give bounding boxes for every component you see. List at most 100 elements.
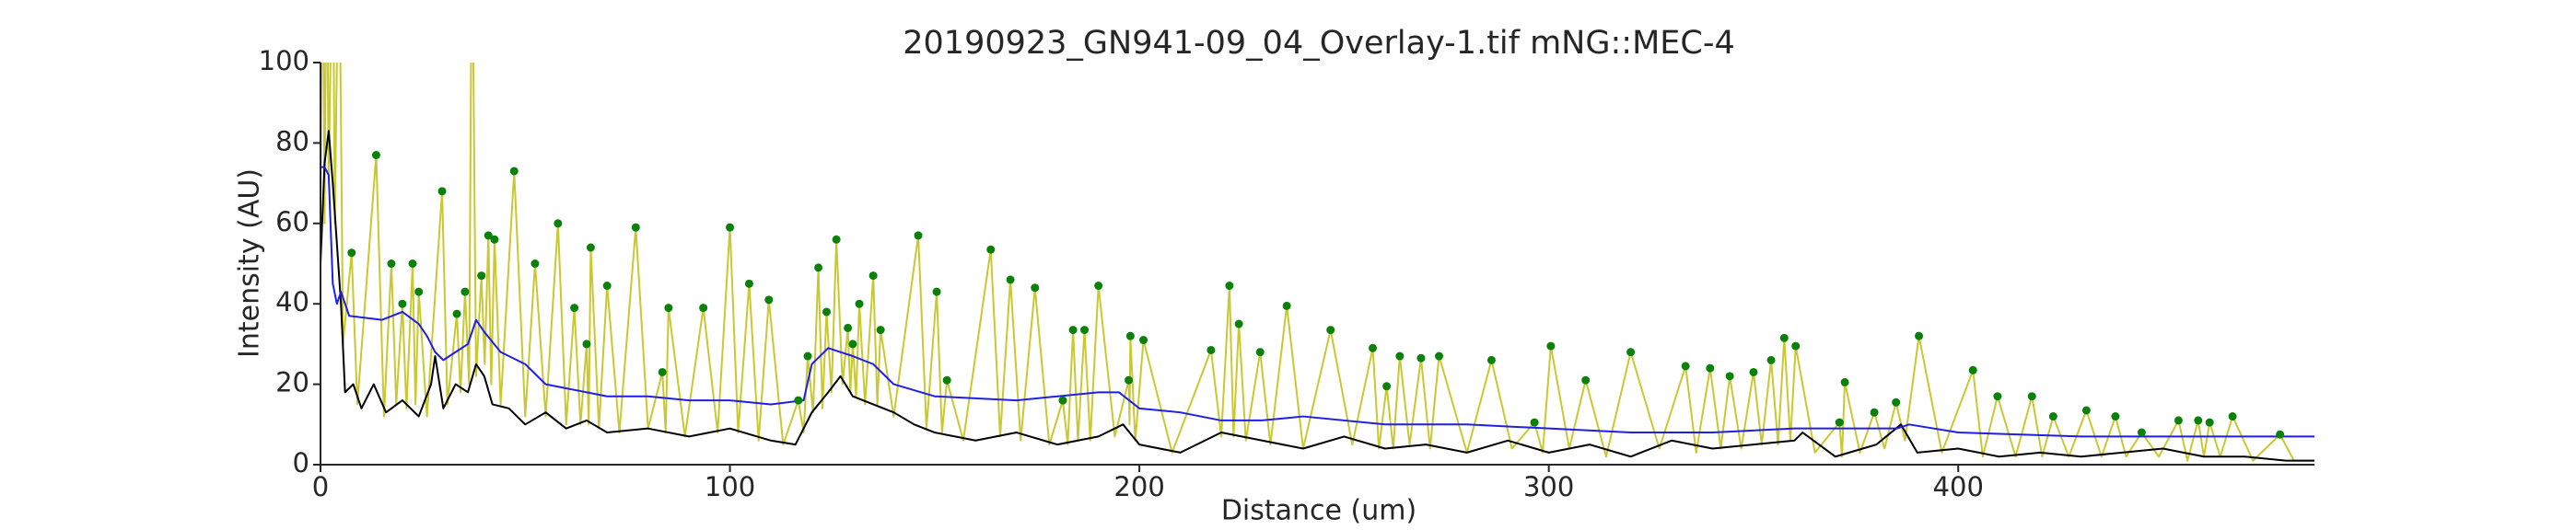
peak-marker — [1546, 341, 1556, 351]
peak-marker — [914, 231, 923, 240]
intensity-line — [321, 130, 2314, 462]
peak-marker — [1725, 372, 1734, 381]
peak-marker — [2194, 416, 2203, 425]
peak-marker — [1835, 418, 1844, 427]
peak-marker — [1094, 282, 1103, 291]
peak-marker — [1435, 351, 1444, 361]
peak-marker — [1791, 341, 1801, 351]
peak-marker — [1206, 345, 1216, 354]
peak-marker — [1080, 326, 1090, 335]
peak-marker — [848, 340, 857, 349]
peak-marker — [1486, 355, 1496, 364]
peak-marker — [509, 167, 519, 176]
peak-marker — [942, 375, 951, 385]
peak-marker — [2205, 418, 2214, 427]
peak-marker — [1031, 283, 1040, 293]
peak-marker — [582, 340, 591, 349]
peak-marker — [832, 235, 841, 244]
x-tick-label: 400 — [1933, 471, 1984, 502]
peak-marker — [530, 259, 540, 268]
peak-marker — [1766, 355, 1776, 364]
peak-marker — [602, 282, 612, 291]
peak-marker — [490, 235, 499, 244]
peak-marker — [726, 223, 735, 232]
peak-marker — [477, 271, 486, 281]
y-tick-label: 20 — [275, 367, 309, 398]
peak-marker — [794, 396, 803, 405]
peak-marker — [2027, 392, 2036, 401]
peak-marker — [387, 259, 396, 268]
x-tick-label: 300 — [1523, 471, 1574, 502]
intensity-line — [321, 166, 2314, 438]
peak-marker — [1068, 326, 1078, 335]
peak-marker — [764, 295, 774, 305]
peak-marker — [1892, 398, 1901, 407]
peak-marker — [631, 223, 640, 232]
peak-marker — [1006, 275, 1015, 284]
peak-marker — [1530, 418, 1539, 427]
peak-marker — [2228, 412, 2237, 421]
peak-marker — [664, 304, 673, 313]
peak-marker — [371, 151, 380, 160]
peak-marker — [2174, 416, 2183, 425]
x-tick-label: 200 — [1113, 471, 1164, 502]
peak-marker — [1395, 351, 1405, 361]
peak-marker — [822, 307, 831, 317]
peak-marker — [1870, 408, 1879, 417]
y-axis-label: Intensity (AU) — [234, 168, 266, 358]
peak-marker — [803, 351, 812, 361]
peak-marker — [844, 323, 853, 332]
peak-marker — [814, 263, 823, 272]
peak-marker — [1125, 375, 1134, 385]
y-tick-label: 100 — [259, 45, 309, 76]
peak-marker — [408, 259, 417, 268]
peak-marker — [1840, 377, 1849, 386]
peak-marker — [2048, 412, 2057, 421]
peak-marker — [1139, 336, 1148, 345]
peak-marker — [1225, 282, 1234, 291]
peak-marker — [868, 271, 878, 281]
y-tick-label: 0 — [293, 447, 309, 478]
intensity-line — [321, 63, 2314, 462]
peak-marker — [1255, 348, 1265, 357]
x-axis-label: Distance (um) — [1221, 495, 1416, 527]
peak-marker — [1234, 319, 1243, 328]
peak-marker — [2111, 412, 2120, 421]
peak-marker — [437, 187, 447, 196]
peak-marker — [452, 309, 461, 318]
peak-marker — [1968, 365, 1977, 374]
peak-marker — [1416, 353, 1426, 363]
peak-marker — [855, 299, 864, 308]
peak-marker — [658, 367, 667, 376]
peak-marker — [414, 287, 424, 296]
peak-marker — [347, 248, 356, 258]
y-tick-label: 80 — [275, 125, 309, 156]
peak-marker — [1779, 333, 1789, 342]
peak-marker — [1369, 343, 1378, 352]
peak-marker — [1993, 392, 2002, 401]
plot-area — [321, 63, 2314, 462]
peak-marker — [2137, 428, 2146, 437]
peak-marker — [1326, 326, 1335, 335]
peak-marker — [1706, 363, 1715, 373]
peak-marker — [484, 231, 493, 240]
peak-marker — [1626, 348, 1636, 357]
peak-marker — [2081, 406, 2091, 415]
peak-marker — [932, 287, 941, 296]
peak-marker — [2276, 430, 2285, 439]
peak-marker — [986, 245, 996, 254]
x-tick-label: 0 — [312, 471, 329, 502]
peak-marker — [1058, 396, 1067, 405]
peak-marker — [586, 243, 595, 252]
peak-marker — [1581, 375, 1591, 385]
peak-marker — [1282, 301, 1291, 310]
peak-marker — [1915, 331, 1924, 340]
peak-marker — [1681, 362, 1690, 371]
peak-marker — [1382, 382, 1392, 391]
y-tick-label: 60 — [275, 206, 309, 237]
peak-marker — [876, 326, 885, 335]
x-tick-label: 100 — [705, 471, 755, 502]
peak-marker — [570, 304, 579, 313]
